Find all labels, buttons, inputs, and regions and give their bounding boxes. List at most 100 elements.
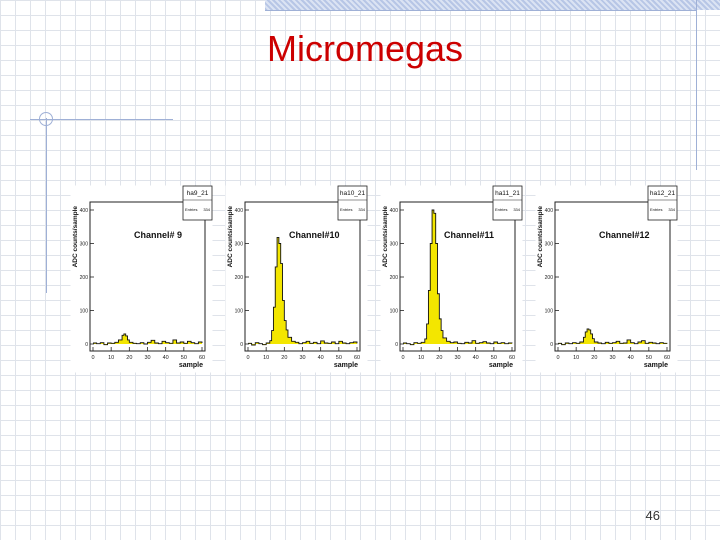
y-tick-label: 0: [85, 342, 88, 348]
y-tick-label: 200: [390, 275, 399, 281]
stats-box: [492, 185, 523, 221]
y-tick-label: 200: [545, 275, 554, 281]
x-tick-label: 50: [336, 355, 342, 361]
x-tick-label: 30: [454, 355, 460, 361]
x-tick-label: 0: [556, 355, 559, 361]
histogram-panel-1: 0 10 20 30 40 50 60 0 100 200 300 400 sample ADC coun…: [70, 185, 213, 373]
histogram-fill: [248, 237, 357, 346]
left-decoration-rule: [30, 119, 173, 120]
stats-box: [647, 185, 678, 221]
x-tick-label: 20: [591, 355, 597, 361]
histogram-fill: [93, 333, 202, 345]
histogram-chart-2: 0 10 20 30 40 50 60 0 100 200 300 400 sample ADC coun…: [225, 185, 368, 373]
stats-box: [337, 185, 368, 221]
histogram-outline: [558, 328, 668, 346]
header-decoration-bar: [265, 0, 720, 10]
y-tick-label: 300: [390, 242, 399, 248]
decoration-circle: [39, 112, 53, 126]
x-tick-label: 60: [509, 355, 515, 361]
histogram-panel-4: 0 10 20 30 40 50 60 0 100 200 300 400 sample ADC coun…: [535, 185, 678, 373]
x-tick-label: 0: [91, 355, 94, 361]
y-axis-label: ADC counts/sample: [227, 206, 234, 268]
y-tick-label: 400: [235, 208, 244, 214]
stats-entries-label: Entries: [495, 207, 507, 212]
stats-entries-value: 334: [513, 207, 520, 212]
y-tick-label: 200: [235, 275, 244, 281]
axis-frame: [244, 201, 361, 352]
y-tick-label: 400: [545, 208, 554, 214]
x-tick-label: 0: [401, 355, 404, 361]
header-decoration-line: [265, 10, 696, 11]
histogram-name: ha10_21: [340, 190, 366, 197]
x-tick-label: 10: [263, 355, 269, 361]
x-tick-label: 30: [299, 355, 305, 361]
x-tick-label: 30: [609, 355, 615, 361]
histogram-chart-4: 0 10 20 30 40 50 60 0 100 200 300 400 sample ADC coun…: [535, 185, 678, 373]
y-axis-label: ADC counts/sample: [72, 206, 79, 268]
channel-label: Channel#12: [599, 230, 650, 240]
y-tick-label: 300: [545, 242, 554, 248]
stats-entries-value: 334: [358, 207, 365, 212]
histogram-outline: [93, 333, 203, 346]
x-tick-label: 20: [436, 355, 442, 361]
y-tick-label: 100: [80, 309, 89, 315]
x-tick-label: 10: [108, 355, 114, 361]
x-axis-label: sample: [179, 362, 203, 369]
histogram-chart-1: 0 10 20 30 40 50 60 0 100 200 300 400 sample ADC coun…: [70, 185, 213, 373]
channel-label: Channel# 9: [134, 230, 182, 240]
right-decoration-line: [696, 0, 697, 170]
x-tick-label: 50: [646, 355, 652, 361]
x-tick-label: 20: [281, 355, 287, 361]
x-tick-label: 50: [491, 355, 497, 361]
y-tick-label: 100: [390, 309, 399, 315]
histogram-name: ha9_21: [187, 190, 209, 197]
y-axis-label: ADC counts/sample: [537, 206, 544, 268]
histogram-name: ha11_21: [495, 190, 520, 197]
y-tick-label: 400: [390, 208, 399, 214]
x-tick-label: 10: [418, 355, 424, 361]
axis-frame: [89, 201, 206, 352]
stats-box: [182, 185, 213, 221]
stats-entries-value: 334: [668, 207, 675, 212]
y-tick-label: 300: [235, 242, 244, 248]
y-tick-label: 100: [235, 309, 244, 315]
x-tick-label: 60: [199, 355, 205, 361]
x-tick-label: 60: [354, 355, 360, 361]
slide-title: Micromegas: [266, 28, 464, 69]
x-tick-label: 40: [318, 355, 324, 361]
x-tick-label: 20: [126, 355, 132, 361]
axis-frame: [554, 201, 671, 352]
x-tick-label: 10: [573, 355, 579, 361]
histogram-panel-2: 0 10 20 30 40 50 60 0 100 200 300 400 sample ADC coun…: [225, 185, 368, 373]
histogram-chart-3: 0 10 20 30 40 50 60 0 100 200 300 400 sample ADC coun…: [380, 185, 523, 373]
y-tick-label: 100: [545, 309, 554, 315]
y-tick-label: 0: [395, 342, 398, 348]
stats-entries-label: Entries: [650, 207, 662, 212]
x-tick-label: 40: [163, 355, 169, 361]
channel-label: Channel#10: [289, 230, 340, 240]
x-tick-label: 40: [628, 355, 634, 361]
histogram-outline: [248, 237, 358, 346]
x-tick-label: 30: [144, 355, 150, 361]
y-tick-label: 0: [240, 342, 243, 348]
page-number: 46: [645, 508, 660, 523]
y-tick-label: 400: [80, 208, 89, 214]
x-axis-label: sample: [644, 362, 668, 369]
x-tick-label: 60: [664, 355, 670, 361]
x-axis-label: sample: [334, 362, 358, 369]
histogram-name: ha12_21: [650, 190, 676, 197]
stats-entries-label: Entries: [340, 207, 352, 212]
x-tick-label: 0: [246, 355, 249, 361]
y-axis-label: ADC counts/sample: [382, 206, 389, 268]
stats-entries-value: 334: [203, 207, 210, 212]
axis-frame: [399, 201, 516, 352]
x-tick-label: 50: [181, 355, 187, 361]
channel-label: Channel#11: [444, 230, 494, 240]
histogram-outline: [403, 209, 513, 346]
y-tick-label: 0: [550, 342, 553, 348]
left-decoration-line: [46, 118, 47, 293]
x-tick-label: 40: [473, 355, 479, 361]
histogram-panel-3: 0 10 20 30 40 50 60 0 100 200 300 400 sample ADC coun…: [380, 185, 523, 373]
y-tick-label: 300: [80, 242, 89, 248]
y-tick-label: 200: [80, 275, 89, 281]
